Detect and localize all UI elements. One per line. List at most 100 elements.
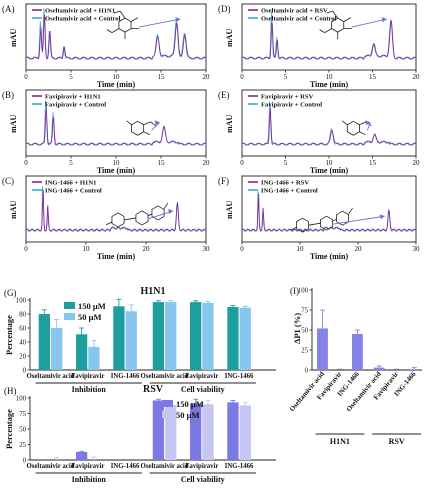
group-label: Inhibition: [72, 385, 107, 394]
legend-swatch: [162, 400, 173, 407]
y-axis-label: mAU: [225, 29, 234, 47]
x-axis-label: Time (min): [310, 80, 349, 89]
x-tick-label: 20: [143, 245, 151, 253]
legend-label: 150 μM: [78, 301, 106, 311]
bar: [202, 302, 214, 370]
x-tick-label: 10: [113, 159, 121, 167]
bar: [202, 404, 214, 460]
x-tick-label: 30: [413, 245, 421, 253]
panel-label: (G): [4, 288, 17, 298]
bar: [152, 400, 165, 460]
arrowhead-icon: [365, 120, 371, 126]
sample-trace: [241, 193, 417, 232]
chromatogram-c: (C) mAU 0 10 20 30 Time (min) ING-1466 + H1N1IN…: [2, 175, 211, 261]
x-tick-label: 15: [158, 73, 166, 81]
legend-label: ING-1466 + H1N1: [45, 180, 96, 187]
x-tick-label: 5: [284, 159, 288, 167]
panel-label: (I): [290, 286, 299, 296]
x-tick-label: 0: [240, 159, 244, 167]
molecule-structure: [126, 120, 156, 136]
category-label: ING-1466: [111, 463, 140, 470]
y-tick-label: 60: [19, 325, 26, 332]
y-tick-label: 25: [301, 347, 308, 354]
category-label: Oseltamivir acid: [26, 373, 74, 380]
x-tick-label: 0: [240, 73, 244, 81]
chromatogram-b: (B) mAU 0 5 10 15 20 Time (min) Favipiravir + H1…: [2, 89, 210, 175]
arrow-icon: [151, 121, 161, 131]
y-tick-label: 20: [19, 353, 26, 360]
molecule-structure: [105, 202, 169, 228]
bar: [239, 307, 251, 370]
bar: [165, 302, 177, 370]
x-tick-label: 0: [24, 245, 28, 253]
x-tick-label: 15: [369, 159, 377, 167]
y-axis-label: mAU: [225, 115, 234, 133]
x-axis-label: Time (min): [97, 252, 136, 261]
legend-swatch: [162, 411, 173, 418]
y-axis-label: Percentage: [4, 409, 14, 449]
molecule-structure: [106, 10, 140, 40]
category-label: ING-1466: [225, 463, 254, 470]
legend-label: Oseltamivir acid + Control: [261, 16, 337, 23]
y-tick-label: 0: [305, 367, 309, 374]
legend-label: ING-1466 + Control: [45, 188, 102, 195]
x-tick-label: 20: [413, 159, 421, 167]
legend-label: Favipiravir + Control: [45, 102, 106, 109]
category-label: Favipiravir: [71, 463, 104, 470]
legend-label: Favipiravir + Control: [261, 102, 322, 109]
legend-label: Oseltamivir acid + Control: [45, 16, 121, 23]
y-axis-label: mAU: [225, 201, 234, 219]
control-trace: [241, 190, 417, 232]
bar: [75, 451, 88, 460]
category-label: ING-1466: [111, 373, 140, 380]
legend-label: ING-1466 + RSV: [261, 180, 309, 187]
bar: [351, 334, 363, 370]
legend-swatch: [64, 302, 75, 309]
x-tick-label: 30: [203, 245, 211, 253]
bar: [113, 306, 125, 370]
x-tick-label: 20: [355, 245, 363, 253]
panel-label: (H): [4, 386, 17, 396]
legend-label: 150 μM: [176, 399, 204, 409]
y-tick-label: 100: [16, 297, 27, 304]
bar: [38, 314, 50, 370]
legend-label: Favipiravir + RSV: [261, 94, 314, 101]
arrowhead-icon: [381, 17, 387, 23]
chromatogram-f: (F) mAU 0 10 20 30 Time (min) ING-1466 + RSVING…: [218, 175, 421, 261]
x-tick-label: 10: [113, 73, 121, 81]
legend-label: Favipiravir + H1N1: [45, 94, 101, 101]
x-tick-label: 0: [240, 245, 244, 253]
group-label: Cell viability: [181, 475, 225, 484]
sample-trace: [241, 108, 417, 146]
bar: [51, 328, 63, 370]
group-label: Inhibition: [72, 475, 107, 484]
bar: [227, 402, 239, 460]
molecule-structure: [290, 207, 353, 233]
legend-label: Oseltamivir acid + H1N1: [45, 8, 115, 15]
chart-title: H1N1: [141, 286, 166, 297]
chromatogram-e: (E) mAU 0 5 10 15 20 Time (min) Favipiravir + RS…: [218, 89, 421, 175]
legend-label: 50 μM: [78, 312, 101, 322]
y-axis-label: Percentage: [4, 315, 14, 355]
legend-label: Oseltamivir acid + RSV: [261, 8, 328, 15]
sample-trace: [25, 189, 207, 232]
group-label: RSV: [389, 437, 405, 446]
bar: [75, 334, 88, 370]
bar: [239, 405, 251, 460]
category-label: Oseltamivir acid: [141, 373, 189, 380]
arrow-icon: [138, 18, 181, 28]
x-tick-label: 15: [369, 73, 377, 81]
x-tick-label: 10: [326, 73, 334, 81]
y-tick-label: 0: [23, 367, 27, 374]
x-tick-label: 5: [69, 159, 73, 167]
group-label: H1N1: [330, 437, 350, 446]
category-label: Favipiravir: [185, 463, 218, 470]
panel-label: (C): [2, 176, 14, 186]
